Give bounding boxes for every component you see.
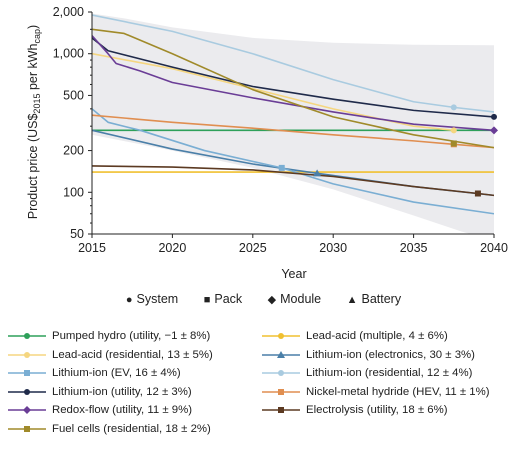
marker-type-key: ● System ■ Pack ◆ Module ▲ Battery bbox=[0, 292, 527, 306]
y-tick-label: 500 bbox=[63, 88, 84, 102]
series-marker-10 bbox=[450, 140, 457, 147]
x-tick-label: 2020 bbox=[158, 241, 186, 255]
y-axis-title: Product price (US$2015 per kWhcap) bbox=[26, 25, 42, 219]
legend-label: Lithium-ion (electronics, 30 ± 3%) bbox=[306, 348, 475, 361]
marker-key-label: Battery bbox=[361, 292, 402, 306]
marker-key-pack: ■ Pack bbox=[204, 292, 242, 306]
legend-swatch bbox=[262, 407, 300, 413]
marker-key-battery: ▲ Battery bbox=[347, 292, 402, 306]
legend-swatch-marker bbox=[277, 350, 285, 358]
tick-labels: 2015 2020 2025 2030 2035 2040 50 100 200 500 1,000… bbox=[53, 5, 508, 255]
y-axis-title-sub1: 2015 bbox=[32, 94, 42, 114]
uncertainty-band bbox=[92, 13, 494, 234]
legend-swatch bbox=[262, 350, 300, 358]
series-markers bbox=[278, 104, 498, 197]
y-tick-label: 200 bbox=[63, 144, 84, 158]
y-tick-label: 100 bbox=[63, 185, 84, 199]
series-marker-3 bbox=[313, 169, 322, 177]
x-tick-label: 2030 bbox=[319, 241, 347, 255]
legend-item: Lead-acid (residential, 13 ± 5%) bbox=[8, 347, 213, 363]
legend-label: Lead-acid (multiple, 4 ± 6%) bbox=[306, 330, 448, 342]
series-marker-6 bbox=[491, 113, 497, 120]
series-marker-9 bbox=[474, 190, 481, 197]
legend-swatch-marker bbox=[24, 333, 30, 339]
legend-swatch-marker bbox=[278, 370, 284, 376]
marker-key-module: ◆ Module bbox=[268, 292, 321, 306]
legend-item: Pumped hydro (utility, −1 ± 8%) bbox=[8, 328, 210, 344]
legend-swatch-marker bbox=[24, 388, 30, 395]
legend-item: Electrolysis (utility, 18 ± 6%) bbox=[262, 402, 448, 418]
legend-item: Lithium-ion (EV, 16 ± 4%) bbox=[8, 365, 181, 381]
legend-swatch bbox=[262, 333, 300, 339]
x-tick-label: 2025 bbox=[239, 241, 267, 255]
legend-label: Lithium-ion (EV, 16 ± 4%) bbox=[52, 367, 181, 379]
triangle-marker-icon: ▲ bbox=[346, 294, 358, 306]
legend-label: Fuel cells (residential, 18 ± 2%) bbox=[52, 422, 211, 435]
legend-item: Nickel-metal hydride (HEV, 11 ± 1%) bbox=[262, 384, 490, 400]
legend-swatch bbox=[262, 388, 300, 395]
marker-key-label: Pack bbox=[214, 292, 243, 306]
legend-swatch-marker bbox=[24, 425, 30, 432]
legend-label: Lithium-ion (residential, 12 ± 4%) bbox=[306, 367, 473, 379]
series-line-10 bbox=[92, 28, 494, 149]
legend-item: Redox-flow (utility, 11 ± 9%) bbox=[8, 402, 192, 418]
series-line-6 bbox=[92, 37, 494, 118]
axes bbox=[88, 11, 495, 238]
x-tick-label: 2015 bbox=[78, 241, 106, 255]
marker-key-label: Module bbox=[280, 292, 322, 306]
series-marker-4 bbox=[278, 164, 285, 171]
legend-swatch bbox=[8, 370, 46, 376]
legend-swatch-marker bbox=[24, 351, 30, 358]
marker-key-label: System bbox=[136, 292, 179, 306]
legend-swatch-marker bbox=[278, 388, 284, 395]
legend-item: Lithium-ion (residential, 12 ± 4%) bbox=[262, 365, 472, 381]
y-tick-label: 2,000 bbox=[53, 5, 84, 19]
legend-swatch-marker bbox=[23, 406, 31, 414]
legend-label: Electrolysis (utility, 18 ± 6%) bbox=[306, 404, 448, 416]
legend-item: Fuel cells (residential, 18 ± 2%) bbox=[8, 421, 211, 437]
uncertainty-band-area bbox=[92, 13, 494, 234]
legend-label: Lithium-ion (utility, 12 ± 3%) bbox=[52, 385, 192, 398]
diamond-marker-icon: ◆ bbox=[267, 294, 277, 306]
price-chart: 2015 2020 2025 2030 2035 2040 50 100 200 500 1,000… bbox=[26, 5, 508, 281]
legend-swatch-marker bbox=[278, 407, 284, 413]
y-axis-title-sub2: cap bbox=[32, 29, 42, 44]
x-tick-label: 2035 bbox=[400, 241, 428, 255]
series-marker-5 bbox=[450, 104, 457, 111]
legend-label: Pumped hydro (utility, −1 ± 8%) bbox=[52, 330, 211, 342]
legend-swatch bbox=[8, 406, 46, 414]
circle-marker-icon: ● bbox=[125, 294, 133, 306]
y-axis-title-mid: per kWh bbox=[26, 43, 40, 93]
legend-swatch bbox=[8, 333, 46, 339]
legend-item: Lithium-ion (utility, 12 ± 3%) bbox=[8, 384, 192, 400]
legend-swatch-marker bbox=[278, 333, 284, 339]
legend-swatch bbox=[8, 351, 46, 358]
legend-swatch-marker bbox=[24, 370, 30, 376]
marker-key-system: ● System bbox=[126, 292, 178, 306]
series-line-8 bbox=[92, 35, 494, 132]
legend-label: Lead-acid (residential, 13 ± 5%) bbox=[52, 348, 213, 361]
legend-label: Redox-flow (utility, 11 ± 9%) bbox=[52, 404, 193, 416]
square-marker-icon: ■ bbox=[203, 294, 211, 306]
series-marker-2 bbox=[450, 127, 457, 134]
y-axis-title-main: Product price (US$ bbox=[26, 114, 40, 220]
x-tick-label: 2040 bbox=[480, 241, 508, 255]
y-axis-title-end: ) bbox=[26, 25, 40, 29]
series-line-2 bbox=[92, 52, 454, 132]
legend-item: Lead-acid (multiple, 4 ± 6%) bbox=[262, 328, 448, 344]
legend-item: Lithium-ion (electronics, 30 ± 3%) bbox=[262, 347, 475, 363]
legend-swatch bbox=[262, 370, 300, 376]
x-axis-title: Year bbox=[281, 267, 306, 281]
y-tick-label: 1,000 bbox=[53, 47, 84, 61]
series-line-4 bbox=[92, 108, 494, 215]
series-marker-8 bbox=[490, 126, 498, 135]
legend-label: Nickel-metal hydride (HEV, 11 ± 1%) bbox=[306, 385, 490, 398]
legend-swatch bbox=[8, 425, 46, 432]
y-tick-label: 50 bbox=[70, 227, 84, 241]
legend-swatch bbox=[8, 388, 46, 395]
